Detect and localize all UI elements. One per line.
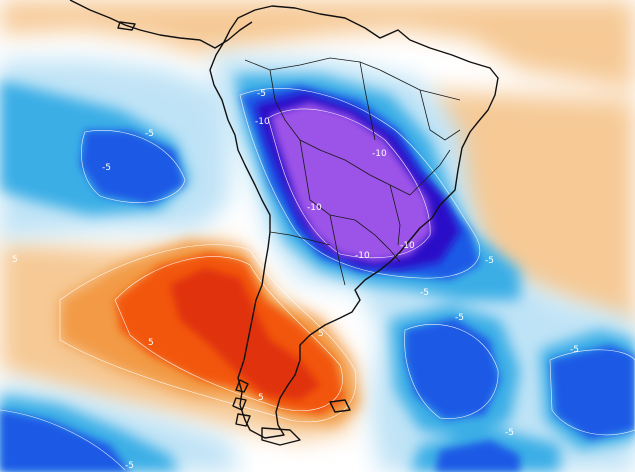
cold-strong-atlantic-sw [405, 318, 500, 420]
border [244, 57, 381, 71]
caribbean-islands [117, 21, 136, 31]
patagonia-islands [232, 379, 351, 446]
contour-line [267, 108, 431, 259]
cold-strong-atlantic-se [550, 345, 635, 440]
cold-strong-southwest [0, 410, 130, 472]
island [232, 397, 247, 411]
warm-core-south [170, 268, 320, 400]
cold-core-field [270, 102, 432, 262]
cold-strong-bottom [435, 440, 520, 472]
border [409, 149, 451, 196]
contour-label: -5 [570, 345, 579, 355]
border [299, 139, 356, 221]
contour-label: -5 [257, 89, 266, 99]
cold-strong-pacific [80, 130, 185, 205]
contour-line [0, 409, 126, 471]
border [269, 69, 321, 151]
border [329, 214, 346, 286]
contour-line [404, 323, 499, 419]
contour-label: -10 [400, 241, 415, 251]
border [359, 61, 376, 141]
island [261, 427, 301, 446]
contour-line [59, 244, 357, 423]
contour-label: -5 [420, 288, 429, 298]
contour-label: -5 [505, 428, 514, 438]
south-america-coastline [209, 5, 499, 439]
contour-line [239, 88, 481, 279]
contour-label: -10 [255, 117, 270, 127]
border [389, 184, 401, 246]
contour-label: -5 [102, 163, 111, 173]
country-borders [244, 57, 461, 286]
island [235, 413, 251, 427]
contour-label: 5 [148, 338, 154, 348]
contour-line [549, 349, 635, 436]
contour-line [81, 130, 186, 203]
contour-label: -5 [145, 129, 154, 139]
contour-label: -10 [355, 251, 370, 261]
central-america-coastline [69, 0, 253, 49]
cold-core-continent [270, 102, 432, 262]
warm-north-band [0, 0, 635, 90]
contour-line [114, 256, 343, 412]
contour-value-labels: 5 5 5 5 -5 -5 -5 -5 -5 -5 -5 -5 -5 -10 -… [12, 89, 579, 471]
contour-label: -10 [372, 149, 387, 159]
contour-label: 5 [12, 255, 18, 265]
contour-label: 5 [318, 329, 324, 339]
contour-lines [0, 88, 635, 471]
contour-label: -5 [485, 256, 494, 266]
border [354, 219, 401, 263]
border [319, 149, 411, 196]
border [419, 89, 461, 141]
contour-label: -5 [455, 313, 464, 323]
warm-core-field [170, 268, 320, 400]
contour-label: 5 [258, 393, 264, 403]
warm-east-atlantic [430, 90, 635, 330]
border [269, 231, 331, 246]
contour-label: -10 [307, 203, 322, 213]
contour-label: -5 [125, 461, 134, 471]
island [235, 379, 249, 393]
falkland-islands [329, 399, 351, 413]
